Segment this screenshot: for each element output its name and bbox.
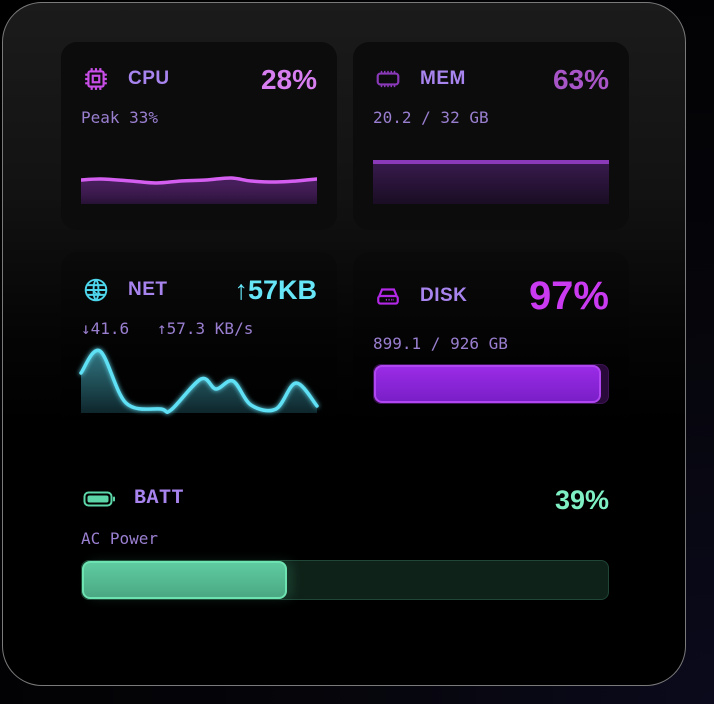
mem-usage: 20.2 / 32 GB: [373, 108, 489, 127]
battery-card[interactable]: BATT 39% AC Power: [61, 463, 629, 623]
net-download-rate: ↓41.6: [81, 319, 130, 338]
hard-drive-icon: [375, 283, 401, 309]
net-card[interactable]: NET ↑57KB ↓41.6 ↑57.3 KB/s: [61, 252, 337, 440]
mem-usage-area: [373, 160, 609, 204]
mem-card[interactable]: MEM 63% 20.2 / 32 GB: [353, 42, 629, 230]
battery-value: 39%: [554, 485, 609, 515]
battery-level-track: [81, 560, 609, 600]
net-sparkline: [79, 348, 319, 414]
battery-label: BATT: [134, 487, 185, 510]
cpu-label: CPU: [128, 68, 170, 89]
memory-module-icon: [375, 66, 401, 92]
cpu-chip-icon: [83, 66, 109, 92]
net-upload-rate: ↑57.3 KB/s: [157, 319, 254, 338]
globe-icon: [83, 277, 109, 303]
disk-label: DISK: [420, 285, 468, 306]
cpu-peak: Peak 33%: [81, 108, 159, 127]
disk-card[interactable]: DISK 97% 899.1 / 926 GB: [353, 252, 629, 440]
cpu-card[interactable]: CPU 28% Peak 33%: [61, 42, 337, 230]
disk-usage: 899.1 / 926 GB: [373, 334, 508, 353]
battery-level-fill: [82, 561, 288, 599]
disk-usage-fill: [374, 365, 601, 403]
mem-label: MEM: [420, 68, 466, 89]
cpu-value: 28%: [260, 64, 317, 95]
battery-power-source: AC Power: [81, 529, 159, 548]
mem-value: 63%: [552, 64, 609, 95]
disk-usage-track: [373, 364, 609, 404]
mem-usage-line: [373, 160, 609, 164]
system-monitor-widget: CPU 28% Peak 33% MEM 63%: [2, 2, 686, 686]
disk-value: 97%: [528, 274, 609, 318]
net-label: NET: [128, 279, 168, 300]
net-value: ↑57KB: [234, 275, 317, 305]
cpu-sparkline: [81, 176, 317, 204]
battery-icon: [83, 489, 117, 509]
